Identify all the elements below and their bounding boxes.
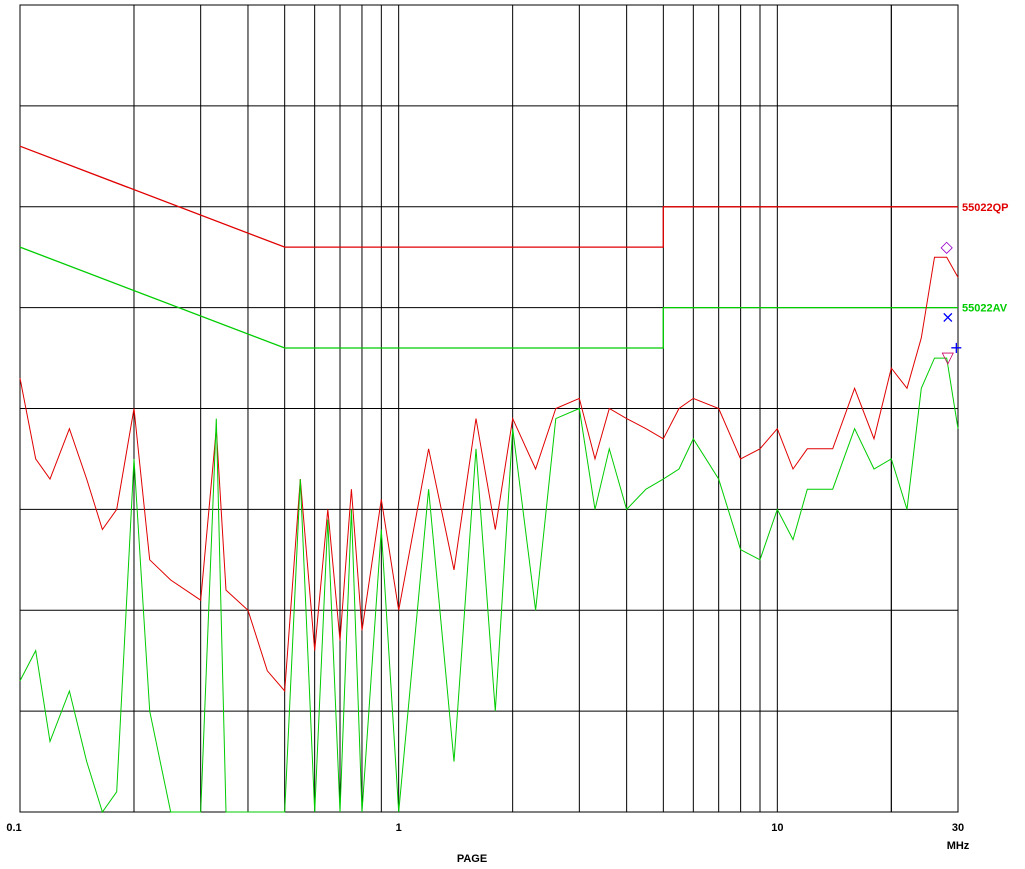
x-tick-label: 0.1	[6, 822, 21, 834]
x-axis-label: PAGE	[457, 853, 487, 865]
x-tick-label: 1	[396, 822, 402, 834]
x-tick-label: 10	[771, 822, 783, 834]
measurement-trace-2	[19, 256, 959, 693]
x-tick-labels: 0.1 1 10 30 MHz	[6, 822, 969, 852]
plot-markers: ◇ × +▽	[940, 237, 963, 367]
plot-series	[19, 145, 959, 814]
limit-line-1	[19, 246, 958, 349]
peak-marker: ×	[941, 308, 954, 327]
plot-grid	[19, 4, 959, 813]
x-tick-label: 30	[952, 822, 964, 834]
limit-label: 55022AV	[962, 303, 1008, 315]
peak-marker: ▽	[942, 348, 955, 367]
limit-label: 55022QP	[962, 202, 1008, 214]
measurement-trace-3	[19, 357, 959, 814]
limit-line-0	[19, 145, 958, 248]
peak-marker: +	[950, 338, 963, 357]
peak-marker: ◇	[940, 237, 953, 256]
x-unit-label: MHz	[947, 840, 970, 852]
series-labels: 55022QP 55022AV	[962, 202, 1008, 315]
